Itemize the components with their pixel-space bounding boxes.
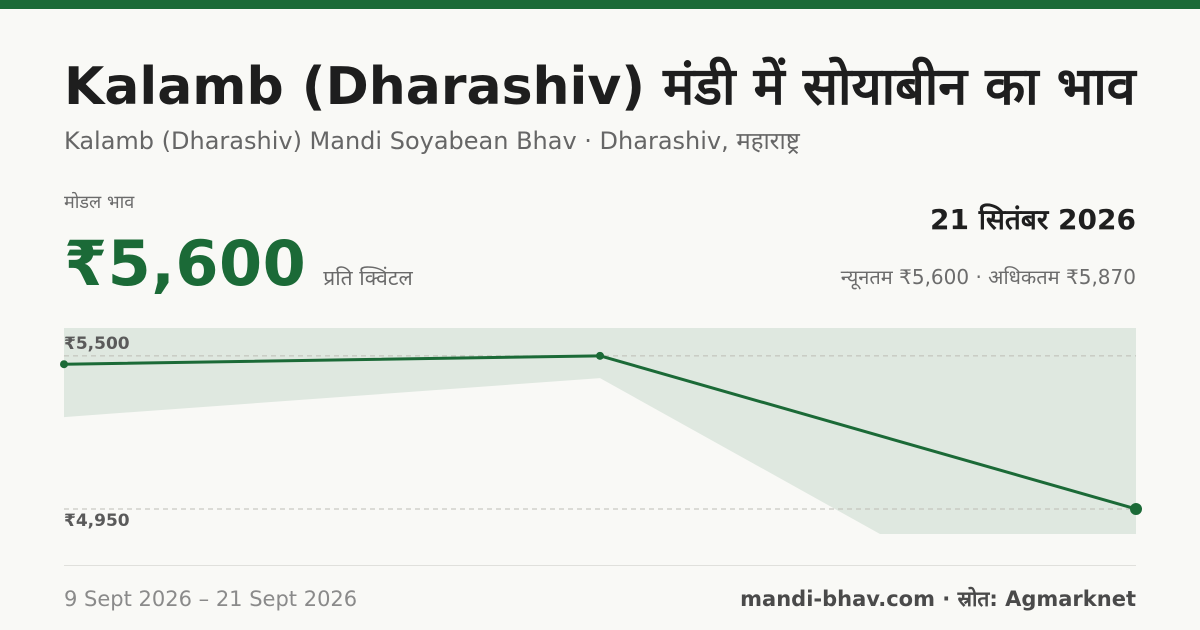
- top-accent-bar: [0, 0, 1200, 9]
- model-price-label: मोडल भाव: [64, 192, 135, 213]
- latest-date: 21 सितंबर 2026: [930, 203, 1136, 236]
- y-tick-label-bottom: ₹4,950: [64, 511, 130, 531]
- chart-area-cutout: [64, 378, 880, 534]
- y-tick-label-top: ₹5,500: [64, 334, 130, 354]
- series-point-1: [60, 360, 68, 369]
- series-point-3: [1130, 502, 1142, 515]
- model-price-value: ₹5,600: [64, 227, 307, 300]
- page-subtitle: Kalamb (Dharashiv) Mandi Soyabean Bhav ·…: [64, 127, 800, 155]
- price-summary: ₹5,600 प्रति क्विंटल: [64, 226, 413, 302]
- footer-divider: [64, 565, 1136, 566]
- chart-background: [64, 328, 1136, 534]
- price-unit: प्रति क्विंटल: [323, 266, 413, 290]
- footer-source: mandi-bhav.com · स्रोत: Agmarknet: [740, 587, 1136, 611]
- page-title: Kalamb (Dharashiv) मंडी में सोयाबीन का भ…: [64, 57, 1136, 117]
- footer-date-range: 9 Sept 2026 – 21 Sept 2026: [64, 587, 358, 611]
- series-line: [62, 354, 1138, 511]
- series-points: [60, 351, 1142, 515]
- series-point-2: [596, 351, 604, 360]
- price-range-summary: न्यूनतम ₹5,600 · अधिकतम ₹5,870: [840, 265, 1136, 289]
